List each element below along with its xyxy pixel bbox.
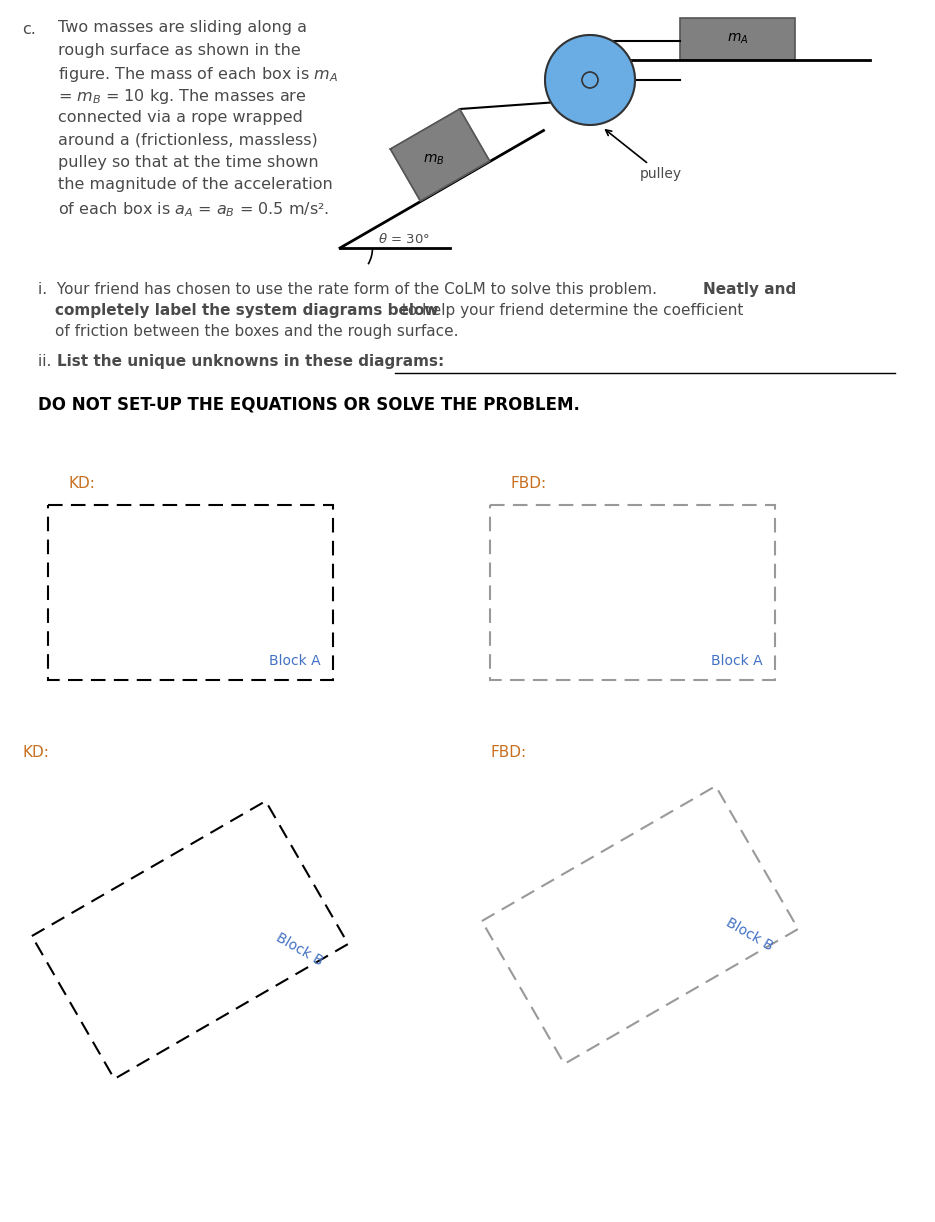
- Text: Two masses are sliding along a: Two masses are sliding along a: [58, 20, 307, 35]
- Text: i.  Your friend has chosen to use the rate form of the CoLM to solve this proble: i. Your friend has chosen to use the rat…: [38, 282, 667, 297]
- Text: $\theta$ = 30°: $\theta$ = 30°: [378, 232, 430, 246]
- Text: pulley: pulley: [606, 130, 683, 181]
- Text: connected via a rope wrapped: connected via a rope wrapped: [58, 110, 303, 125]
- Text: KD:: KD:: [68, 477, 94, 491]
- Text: FBD:: FBD:: [490, 745, 526, 760]
- Text: of each box is $a_A$ = $a_B$ = 0.5 m/s².: of each box is $a_A$ = $a_B$ = 0.5 m/s².: [58, 200, 329, 219]
- Text: Block A: Block A: [712, 654, 763, 668]
- Text: ii.: ii.: [38, 354, 61, 369]
- Text: FBD:: FBD:: [510, 477, 546, 491]
- Text: Neatly and: Neatly and: [703, 282, 797, 297]
- Circle shape: [545, 35, 635, 125]
- Bar: [48, 505, 333, 679]
- Text: Block B: Block B: [273, 930, 325, 968]
- Text: completely label the system diagrams below: completely label the system diagrams bel…: [55, 303, 439, 318]
- Text: = $m_B$ = 10 kg. The masses are: = $m_B$ = 10 kg. The masses are: [58, 88, 307, 106]
- Text: pulley so that at the time shown: pulley so that at the time shown: [58, 155, 319, 170]
- Bar: [490, 505, 775, 679]
- Text: rough surface as shown in the: rough surface as shown in the: [58, 43, 301, 57]
- Polygon shape: [390, 109, 490, 200]
- Text: Block A: Block A: [269, 654, 321, 668]
- Text: $m_A$: $m_A$: [726, 32, 748, 46]
- Text: $m_B$: $m_B$: [424, 153, 445, 167]
- Text: the magnitude of the acceleration: the magnitude of the acceleration: [58, 177, 333, 193]
- Text: around a (frictionless, massless): around a (frictionless, massless): [58, 132, 318, 148]
- Text: Block B: Block B: [724, 915, 775, 953]
- Text: figure. The mass of each box is $m_A$: figure. The mass of each box is $m_A$: [58, 65, 338, 84]
- Text: of friction between the boxes and the rough surface.: of friction between the boxes and the ro…: [55, 324, 458, 338]
- Bar: [680, 18, 795, 60]
- Text: to help your friend determine the coefficient: to help your friend determine the coeffi…: [397, 303, 743, 318]
- Text: List the unique unknowns in these diagrams:: List the unique unknowns in these diagra…: [57, 354, 444, 369]
- Text: KD:: KD:: [22, 745, 49, 760]
- Text: c.: c.: [22, 22, 36, 37]
- Text: DO NOT SET-UP THE EQUATIONS OR SOLVE THE PROBLEM.: DO NOT SET-UP THE EQUATIONS OR SOLVE THE…: [38, 396, 580, 414]
